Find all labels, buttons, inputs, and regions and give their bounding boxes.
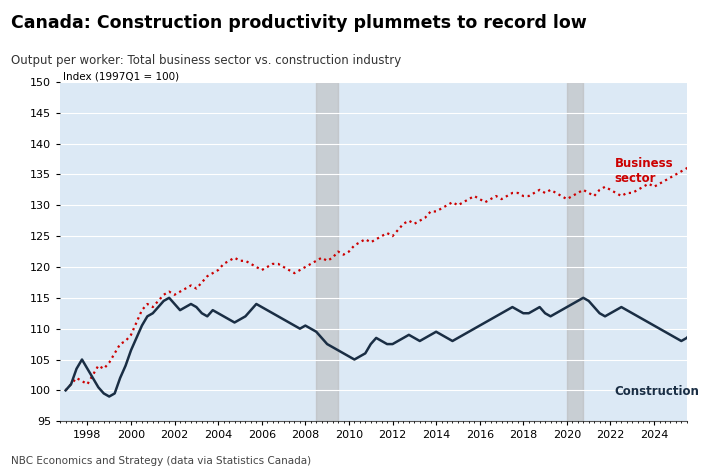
- Text: NBC Economics and Strategy (data via Statistics Canada): NBC Economics and Strategy (data via Sta…: [11, 456, 311, 466]
- Text: Construction: Construction: [615, 385, 700, 398]
- Bar: [316, 82, 338, 421]
- Text: Canada: Construction productivity plummets to record low: Canada: Construction productivity plumme…: [11, 14, 586, 32]
- Bar: [567, 82, 583, 421]
- Text: Business
sector: Business sector: [615, 157, 673, 185]
- Text: Output per worker: Total business sector vs. construction industry: Output per worker: Total business sector…: [11, 54, 401, 67]
- Text: Index (1997Q1 = 100): Index (1997Q1 = 100): [63, 71, 179, 81]
